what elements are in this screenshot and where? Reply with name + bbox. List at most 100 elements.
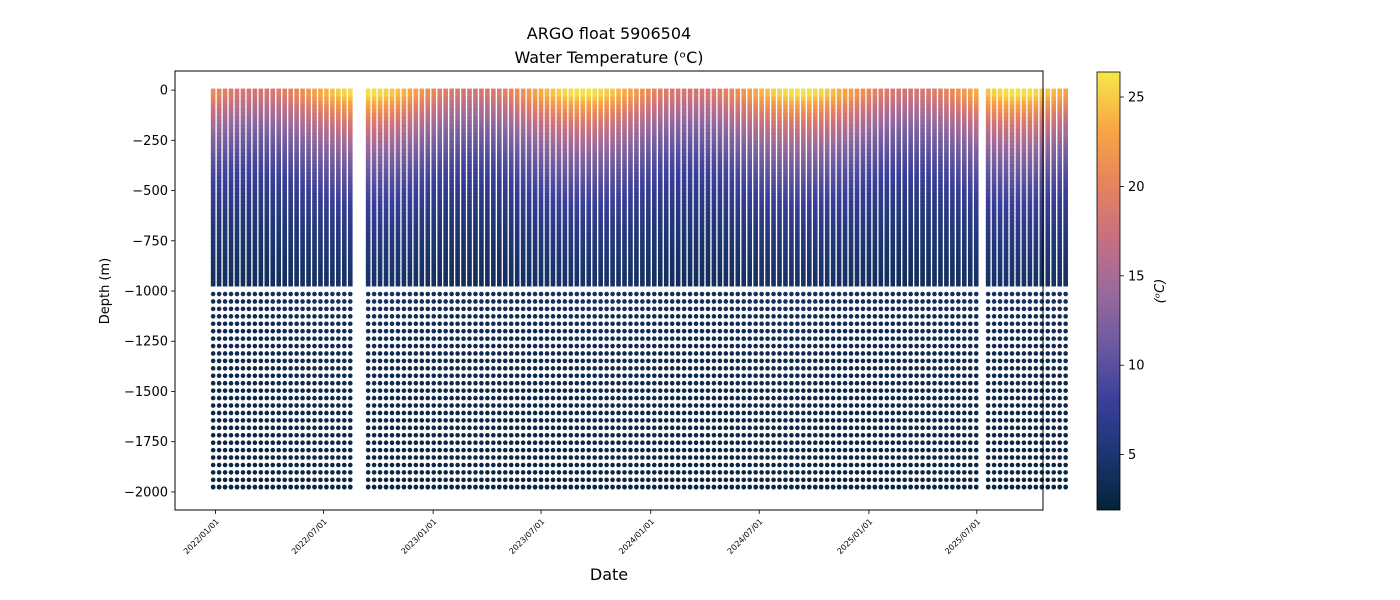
profile-deep-point	[568, 366, 574, 371]
profile-sample	[336, 172, 341, 178]
profile-sample	[306, 189, 311, 195]
profile-sample	[252, 193, 258, 199]
profile-sample	[425, 257, 431, 263]
profile-sample	[371, 96, 377, 102]
profile-sample	[443, 197, 448, 203]
profile-sample	[318, 164, 323, 170]
profile-sample	[258, 96, 264, 102]
profile-sample	[497, 269, 502, 275]
profile-sample	[288, 172, 293, 178]
profile-sample	[455, 257, 460, 263]
profile-deep-point	[318, 470, 323, 475]
profile-sample	[592, 201, 597, 207]
profile-deep-point	[508, 380, 514, 386]
profile-sample	[252, 116, 258, 122]
profile-sample	[222, 136, 228, 142]
profile-sample	[479, 104, 484, 110]
profile-sample	[276, 209, 282, 215]
profile-deep-point	[306, 477, 311, 483]
profile-sample	[443, 245, 448, 251]
profile-deep-point	[461, 440, 466, 445]
profile-sample	[413, 132, 419, 138]
profile-sample	[562, 245, 568, 251]
profile-deep-point	[324, 425, 329, 431]
profile-deep-point	[538, 410, 544, 416]
profile-deep-point	[383, 358, 389, 364]
profile-sample	[282, 124, 287, 130]
profile-sample	[437, 181, 442, 187]
profile-sample	[532, 257, 538, 263]
profile-sample	[252, 209, 258, 215]
profile-sample	[586, 168, 592, 174]
profile-deep-point	[306, 455, 311, 460]
profile-sample	[461, 172, 466, 178]
profile-deep-point	[562, 306, 568, 312]
profile-sample	[210, 156, 216, 162]
profile-sample	[282, 189, 287, 195]
profile-deep-point	[318, 351, 323, 356]
profile-deep-point	[419, 321, 425, 327]
profile-sample	[443, 124, 448, 130]
profile-deep-point	[497, 328, 502, 334]
profile-deep-point	[497, 395, 502, 401]
profile-sample	[383, 168, 389, 174]
profile-sample	[425, 185, 431, 191]
profile-sample	[449, 201, 454, 207]
profile-sample	[240, 136, 246, 142]
profile-sample	[431, 253, 437, 259]
profile-deep-point	[592, 328, 597, 334]
profile-deep-point	[252, 351, 258, 356]
profile-sample	[556, 265, 562, 271]
profile-sample	[479, 116, 484, 122]
profile-sample	[568, 253, 574, 259]
profile-sample	[318, 205, 323, 211]
profile-deep-point	[455, 373, 460, 379]
profile-sample	[473, 261, 478, 267]
profile-deep-point	[342, 425, 347, 431]
profile-sample	[479, 269, 484, 275]
profile-sample	[264, 209, 270, 215]
profile-sample	[497, 88, 502, 94]
profile-sample	[586, 92, 592, 98]
profile-sample	[580, 205, 586, 211]
profile-deep-point	[425, 455, 431, 460]
profile-sample	[377, 124, 383, 130]
profile-deep-point	[228, 410, 234, 416]
profile-deep-point	[467, 440, 472, 445]
profile-sample	[449, 156, 454, 162]
profile-deep-point	[592, 447, 597, 453]
profile-sample	[461, 132, 466, 138]
profile-sample	[556, 176, 562, 183]
profile-sample	[604, 100, 609, 106]
profile-deep-point	[276, 484, 282, 490]
profile-deep-point	[389, 432, 395, 438]
profile-sample	[598, 181, 603, 187]
profile-deep-point	[550, 470, 556, 475]
profile-sample	[395, 148, 401, 154]
profile-deep-point	[383, 403, 389, 408]
profile-deep-point	[604, 343, 609, 349]
profile-deep-point	[508, 343, 514, 349]
profile-sample	[330, 249, 335, 255]
profile-sample	[264, 225, 270, 231]
profile-sample	[568, 217, 574, 223]
profile-sample	[467, 245, 472, 251]
profile-deep-point	[502, 447, 508, 453]
profile-sample	[330, 136, 335, 142]
profile-deep-point	[264, 291, 270, 297]
profile-sample	[371, 100, 377, 106]
profile-sample	[336, 104, 341, 110]
profile-deep-point	[604, 306, 609, 312]
profile-sample	[520, 160, 526, 166]
profile-deep-point	[240, 484, 246, 490]
profile-deep-point	[473, 388, 478, 393]
profile-deep-point	[318, 314, 323, 319]
profile-sample	[342, 116, 347, 122]
profile-deep-point	[300, 314, 305, 319]
profile-sample	[544, 249, 550, 255]
profile-sample	[538, 185, 544, 191]
profile-deep-point	[556, 351, 562, 356]
profile-deep-point	[461, 455, 466, 460]
profile-deep-point	[395, 477, 401, 483]
profile-deep-point	[306, 336, 311, 341]
